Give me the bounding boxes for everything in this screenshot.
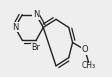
Text: Br: Br bbox=[32, 43, 41, 52]
Text: N: N bbox=[12, 23, 18, 32]
Text: CH₃: CH₃ bbox=[82, 61, 96, 70]
Text: O: O bbox=[81, 45, 88, 54]
Text: N: N bbox=[33, 10, 39, 19]
